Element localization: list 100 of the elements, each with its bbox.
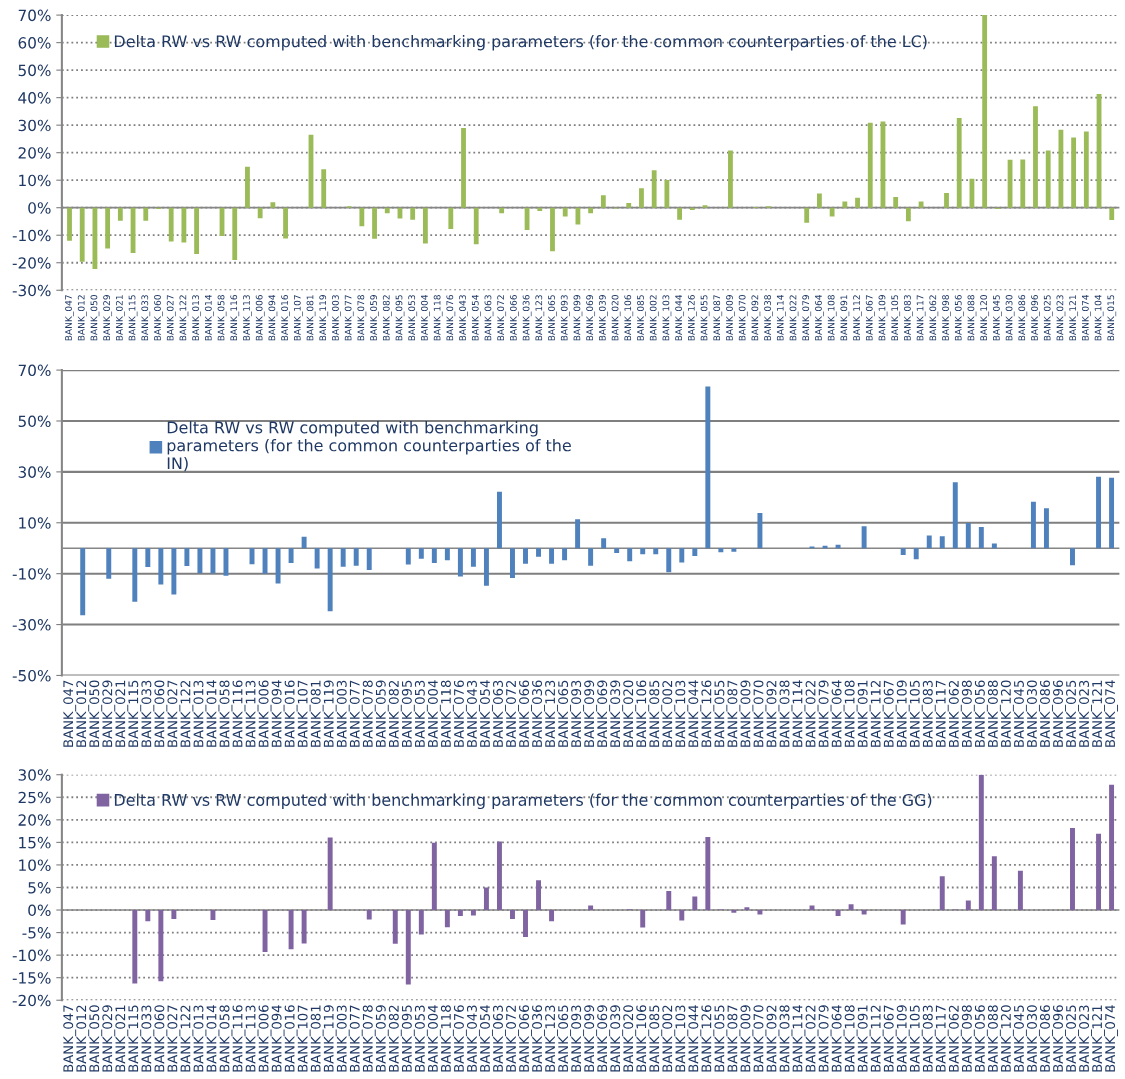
bar xyxy=(692,548,698,557)
bar xyxy=(640,548,646,555)
x-tick-label: BANK_103 xyxy=(662,295,672,341)
y-tick-label: -10% xyxy=(12,229,51,242)
x-tick-label: BANK_093 xyxy=(571,1005,585,1072)
x-tick-label: BANK_044 xyxy=(688,680,702,747)
y-tick-label: 40% xyxy=(18,92,51,104)
y-tick-label: 60% xyxy=(18,37,51,49)
x-tick-label: BANK_038 xyxy=(779,680,793,747)
bar xyxy=(301,910,307,944)
y-tick-label: 20% xyxy=(18,147,51,159)
y-tick-label: -20% xyxy=(12,257,51,269)
x-tick-label: BANK_122 xyxy=(180,680,194,747)
x-tick-label: BANK_055 xyxy=(700,295,710,341)
x-tick-label: BANK_058 xyxy=(219,680,233,747)
x-tick-label: BANK_119 xyxy=(323,1005,337,1072)
bar xyxy=(835,910,841,916)
y-tick-label: 20% xyxy=(18,814,51,826)
x-tick-label: BANK_056 xyxy=(954,294,964,341)
x-tick-label: BANK_027 xyxy=(166,295,176,341)
x-tick-label: BANK_014 xyxy=(206,1005,220,1072)
bar xyxy=(626,203,632,208)
x-tick-label: BANK_055 xyxy=(714,1005,728,1072)
x-tick-label: BANK_060 xyxy=(154,295,163,341)
bar xyxy=(106,548,112,579)
x-tick-label: BANK_107 xyxy=(297,1005,311,1072)
legend-label: Delta RW vs RW computed with benchmarking parameters (for the common counterparties of the IN) xyxy=(167,421,571,472)
bar xyxy=(392,910,398,944)
x-tick-label: BANK_058 xyxy=(219,1005,233,1072)
x-tick-label: BANK_053 xyxy=(414,680,428,747)
x-tick-label: BANK_087 xyxy=(727,680,741,747)
x-tick-label: BANK_085 xyxy=(649,680,663,747)
bar xyxy=(410,207,416,220)
x-tick-label: BANK_081 xyxy=(306,295,316,341)
bar xyxy=(562,207,568,217)
x-tick-label: BANK_114 xyxy=(776,294,786,341)
y-tick-label: 70% xyxy=(18,9,51,22)
bar xyxy=(431,842,437,911)
x-tick-label: BANK_015 xyxy=(1107,295,1117,341)
bar xyxy=(314,548,320,569)
y-tick-label: 10% xyxy=(19,174,51,187)
bar xyxy=(321,169,327,208)
bar xyxy=(132,910,138,984)
x-tick-label: BANK_085 xyxy=(649,1005,663,1072)
bar xyxy=(67,207,72,241)
x-tick-label: BANK_067 xyxy=(865,295,875,341)
bar xyxy=(900,910,906,925)
bar xyxy=(689,207,695,210)
x-tick-label: BANK_067 xyxy=(883,1005,897,1072)
bar xyxy=(562,548,568,561)
x-tick-label: BANK_027 xyxy=(167,1005,181,1072)
x-tick-label: BANK_091 xyxy=(857,1005,871,1072)
x-tick-label: BANK_012 xyxy=(77,295,87,341)
x-tick-label: BANK_095 xyxy=(401,680,415,747)
bar xyxy=(499,207,505,214)
x-tick-label: BANK_044 xyxy=(688,1005,702,1072)
y-tick-label: -50% xyxy=(12,669,51,682)
bar xyxy=(991,543,997,549)
bar xyxy=(575,519,581,549)
x-tick-label: BANK_120 xyxy=(1000,1005,1014,1072)
x-tick-label: BANK_098 xyxy=(961,1005,975,1072)
bar xyxy=(744,907,750,911)
x-tick-label: BANK_003 xyxy=(336,680,350,747)
x-tick-label: BANK_065 xyxy=(548,295,557,341)
x-tick-label: BANK_121 xyxy=(1092,1005,1105,1072)
bar xyxy=(614,548,620,554)
bar xyxy=(549,910,555,922)
x-tick-label: BANK_070 xyxy=(738,295,748,341)
bar xyxy=(457,548,463,577)
x-tick-label: BANK_065 xyxy=(558,680,572,747)
x-tick-label: BANK_120 xyxy=(980,295,990,341)
bar xyxy=(918,201,924,208)
x-tick-label: BANK_085 xyxy=(637,295,646,341)
x-tick-label: BANK_081 xyxy=(310,680,324,747)
bar xyxy=(893,196,899,208)
bar xyxy=(145,548,151,568)
x-tick-label: BANK_038 xyxy=(779,1005,793,1072)
x-tick-label: BANK_060 xyxy=(154,1005,168,1072)
x-tick-label: BANK_064 xyxy=(815,294,824,341)
bar xyxy=(80,548,86,616)
x-tick-label: BANK_006 xyxy=(255,294,265,341)
x-tick-label: BANK_077 xyxy=(344,295,354,341)
bar xyxy=(575,207,581,225)
bar xyxy=(405,910,411,985)
x-tick-label: BANK_054 xyxy=(479,1005,493,1072)
bar xyxy=(444,548,450,561)
x-tick-label: BANK_108 xyxy=(844,680,858,747)
x-tick-label: BANK_087 xyxy=(713,295,723,341)
x-tick-label: BANK_095 xyxy=(401,1005,415,1072)
x-tick-label: BANK_009 xyxy=(726,295,735,341)
y-tick-label: -30% xyxy=(12,619,51,631)
bar xyxy=(181,207,187,243)
x-tick-label: BANK_074 xyxy=(1081,294,1091,341)
x-tick-label: BANK_074 xyxy=(1105,680,1119,747)
x-tick-label: BANK_126 xyxy=(701,1005,715,1072)
x-tick-label: BANK_047 xyxy=(63,680,77,747)
y-tick-label: 70% xyxy=(18,364,51,377)
x-tick-label: BANK_082 xyxy=(388,1005,402,1072)
x-tick-label: BANK_038 xyxy=(764,295,773,341)
x-tick-label: BANK_094 xyxy=(268,294,278,341)
